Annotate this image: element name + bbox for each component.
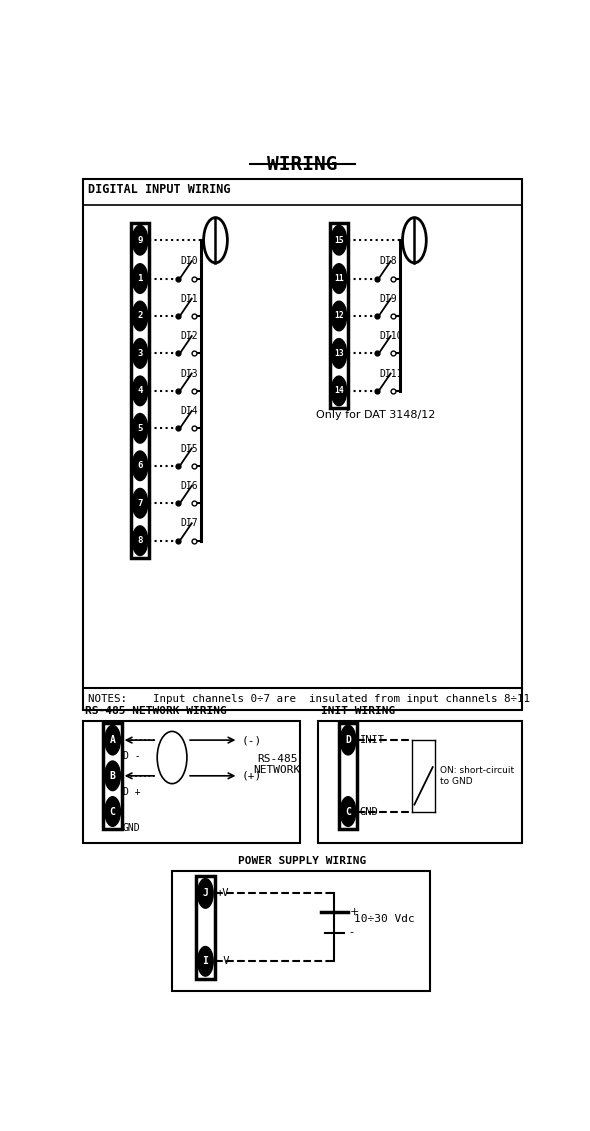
Text: NOTES:    Input channels 0÷7 are  insulated from input channels 8÷11: NOTES: Input channels 0÷7 are insulated …: [88, 694, 530, 705]
Bar: [131, 223, 149, 558]
Bar: [103, 723, 122, 829]
Bar: [83, 180, 522, 689]
Text: C: C: [110, 806, 116, 817]
Circle shape: [331, 377, 347, 406]
Circle shape: [198, 947, 213, 976]
Bar: [319, 720, 522, 843]
Circle shape: [105, 761, 120, 791]
Circle shape: [105, 725, 120, 754]
Text: 4: 4: [137, 387, 143, 396]
Text: DI9: DI9: [379, 294, 397, 304]
Text: 1: 1: [137, 274, 143, 283]
Text: 7: 7: [137, 499, 143, 508]
Text: D: D: [345, 735, 351, 745]
Text: 14: 14: [334, 387, 344, 396]
Text: DI4: DI4: [181, 406, 198, 416]
Circle shape: [331, 301, 347, 330]
Text: J: J: [202, 888, 208, 898]
Text: GND: GND: [359, 806, 378, 817]
Circle shape: [132, 489, 148, 518]
Text: 8: 8: [137, 536, 143, 545]
Circle shape: [331, 338, 347, 369]
Text: DI11: DI11: [379, 369, 403, 379]
Text: C: C: [345, 806, 351, 817]
Circle shape: [105, 796, 120, 827]
Text: 3: 3: [137, 349, 143, 357]
Text: -V: -V: [217, 957, 230, 966]
Text: 11: 11: [334, 274, 344, 283]
Circle shape: [340, 725, 356, 754]
Text: 9: 9: [137, 235, 143, 244]
Circle shape: [132, 414, 148, 443]
Bar: [172, 871, 430, 991]
Circle shape: [132, 264, 148, 293]
Text: DI10: DI10: [379, 331, 403, 342]
Circle shape: [198, 879, 213, 908]
Text: +: +: [349, 907, 359, 916]
Text: (+): (+): [242, 771, 263, 780]
Text: Only for DAT 3148/12: Only for DAT 3148/12: [316, 411, 435, 420]
Text: D -: D -: [123, 751, 140, 761]
Text: A: A: [110, 735, 116, 745]
Text: POWER SUPPLY WIRING: POWER SUPPLY WIRING: [238, 855, 366, 865]
Circle shape: [331, 225, 347, 254]
Text: DI3: DI3: [181, 369, 198, 379]
Circle shape: [132, 451, 148, 481]
Text: +V: +V: [217, 888, 230, 898]
Text: 13: 13: [334, 349, 344, 357]
Text: GND: GND: [123, 823, 140, 832]
Text: DI0: DI0: [181, 257, 198, 267]
Text: DI6: DI6: [181, 481, 198, 491]
Circle shape: [132, 301, 148, 330]
Text: ON: short-circuit
to GND: ON: short-circuit to GND: [440, 766, 514, 786]
Text: (-): (-): [242, 735, 263, 745]
Text: 15: 15: [334, 235, 344, 244]
Circle shape: [132, 377, 148, 406]
Bar: [196, 877, 215, 978]
Text: 6: 6: [137, 461, 143, 470]
Text: 2: 2: [137, 311, 143, 320]
Bar: [330, 223, 348, 408]
Circle shape: [340, 796, 356, 827]
Text: 12: 12: [334, 311, 344, 320]
Text: DI5: DI5: [181, 443, 198, 454]
Text: DIGITAL INPUT WIRING: DIGITAL INPUT WIRING: [88, 183, 231, 196]
Text: I: I: [202, 957, 208, 966]
Bar: [339, 723, 358, 829]
Text: DI2: DI2: [181, 331, 198, 342]
Text: DI7: DI7: [181, 518, 198, 528]
Circle shape: [331, 264, 347, 293]
Circle shape: [132, 338, 148, 369]
Text: RS-485 NETWORK WIRING: RS-485 NETWORK WIRING: [85, 706, 227, 716]
Bar: [83, 688, 522, 710]
Text: RS-485
NETWORK: RS-485 NETWORK: [254, 753, 301, 775]
Text: -: -: [349, 927, 353, 938]
Text: INIT WIRING: INIT WIRING: [321, 706, 395, 716]
Text: B: B: [110, 771, 116, 780]
Text: WIRING: WIRING: [267, 155, 337, 174]
Text: DI1: DI1: [181, 294, 198, 304]
Text: INIT: INIT: [359, 735, 385, 745]
Text: DI8: DI8: [379, 257, 397, 267]
Circle shape: [132, 225, 148, 254]
Bar: [83, 720, 300, 843]
Text: D +: D +: [123, 787, 140, 797]
Text: 10÷30 Vdc: 10÷30 Vdc: [353, 914, 414, 924]
Circle shape: [132, 526, 148, 555]
Text: 5: 5: [137, 424, 143, 433]
